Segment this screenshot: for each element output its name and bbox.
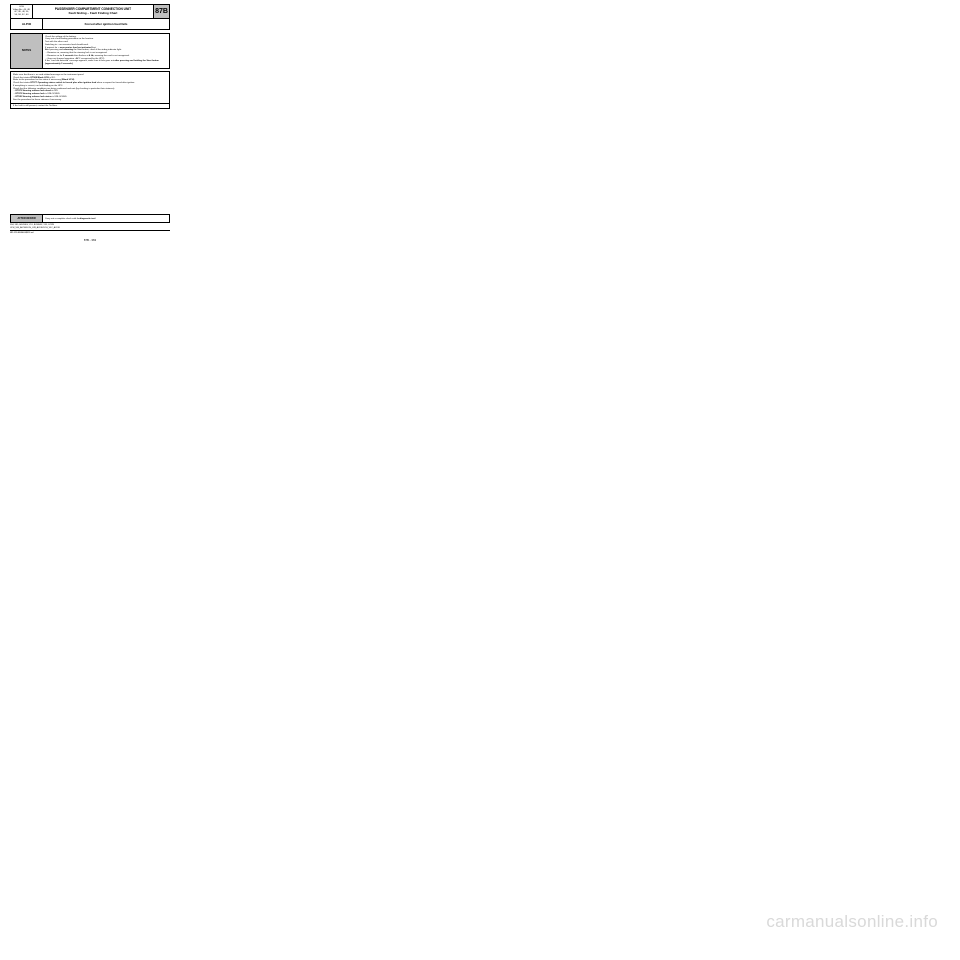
header-row: UCH Vdiag No.: 44, 48, 4C, 4D, 4F, 50, 5… [10,4,170,19]
after-repair-row: AFTER REPAIR Carry out a complete check … [10,214,170,223]
watermark: carmanualsonline.info [766,912,938,932]
techline-note: If the fault is still present, contact t… [10,104,170,109]
header-title-2: Fault finding – Fault Finding Chart [34,11,152,15]
alp-code: ALP40 [11,19,43,29]
after-repair-body: Carry out a complete check with the diag… [43,215,169,222]
alp-row: ALP40 Forced after ignition feed fails [10,19,170,30]
header-title-1: PASSENGER COMPARTMENT CONNECTION UNIT [34,7,152,11]
notes-label: NOTES [11,34,43,68]
notes-body: Check the voltage of the battery.Carry o… [43,34,169,68]
header-left: UCH Vdiag No.: 44, 48, 4C, 4D, 4F, 50, 5… [11,5,33,18]
hl3: 54, 58, 5C, 60 [12,14,32,17]
footer-page: 87B - 363 [10,238,170,242]
alp-title: Forced after ignition feed fails [43,19,169,29]
footer-line [10,230,170,231]
header-code: 87B [153,5,169,18]
procedure-body: Make sure that there is no card related … [10,71,170,105]
after-repair-label: AFTER REPAIR [11,215,43,222]
header-mid: PASSENGER COMPARTMENT CONNECTION UNIT Fa… [33,5,153,18]
notes-row: NOTES Check the voltage of the battery.C… [10,33,170,69]
footer-meta-2: MR-325-B84B000$891.mif [10,232,170,234]
